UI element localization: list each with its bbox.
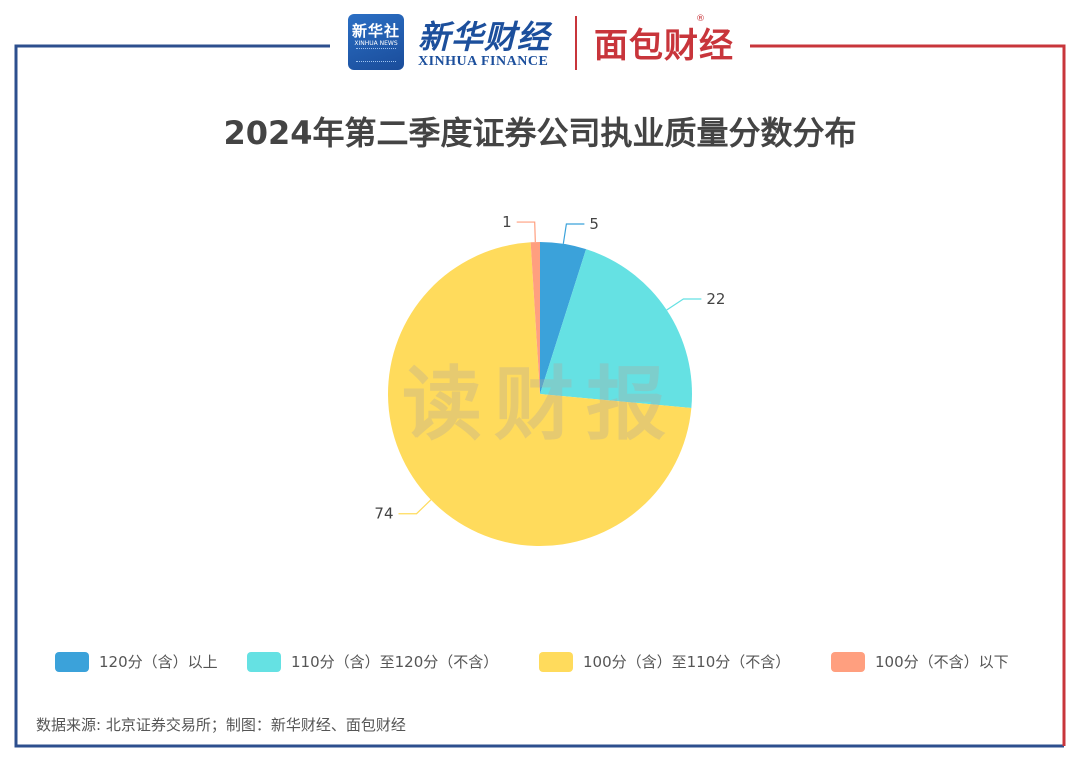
- legend-swatch: [247, 652, 281, 672]
- legend-label: 100分（含）至110分（不含）: [583, 653, 791, 671]
- leader-line-110-120: [666, 298, 702, 311]
- pie-labels: 5 22 74 1: [374, 213, 725, 523]
- leader-line-below-100: [516, 221, 536, 243]
- xinhua-badge-subtext: XINHUA NEWS: [354, 40, 398, 47]
- leader-line-100-110: [398, 499, 432, 515]
- data-label-below-100: 1: [502, 213, 512, 231]
- data-label-110-120: 22: [706, 290, 725, 308]
- header-logos: 新华社 XINHUA NEWS 新华财经 XINHUA FINANCE 面包财经…: [340, 8, 740, 74]
- leader-line-120-plus: [562, 223, 585, 244]
- xinhua-badge-text: 新华社: [351, 22, 400, 40]
- legend-swatch: [539, 652, 573, 672]
- legend-label: 110分（含）至120分（不含）: [291, 653, 499, 671]
- pie-slices: [388, 242, 693, 547]
- legend-swatch: [55, 652, 89, 672]
- legend-label: 100分（不含）以下: [875, 653, 1009, 671]
- pie-slice-110-120: [540, 249, 693, 409]
- xinhua-badge-pattern: [356, 48, 396, 62]
- legend-label: 120分（含）以上: [99, 653, 218, 671]
- registered-mark: ®: [696, 14, 705, 24]
- chart-title: 2024年第二季度证券公司执业质量分数分布: [223, 114, 857, 152]
- mianbao-finance-logo: 面包财经: [594, 26, 734, 66]
- frame-right-border: [750, 44, 1066, 746]
- legend-swatch: [831, 652, 865, 672]
- pie-slice-below-100: [530, 242, 540, 394]
- xinhua-news-logo: 新华社 XINHUA NEWS: [348, 14, 404, 70]
- pie-slice-100-110: [388, 242, 692, 547]
- frame-left-border: [14, 44, 1064, 748]
- data-label-100-110: 74: [374, 505, 393, 523]
- data-label-120-plus: 5: [589, 215, 599, 233]
- watermark: 读财报: [402, 358, 678, 451]
- logo-separator: [575, 16, 577, 70]
- source-note: 数据来源: 北京证券交易所；制图：新华财经、面包财经: [36, 716, 406, 734]
- xinhua-finance-logo-cn: 新华财经: [418, 18, 551, 56]
- pie-slice-120-plus: [540, 242, 587, 394]
- xinhua-finance-logo-en: XINHUA FINANCE: [418, 54, 549, 69]
